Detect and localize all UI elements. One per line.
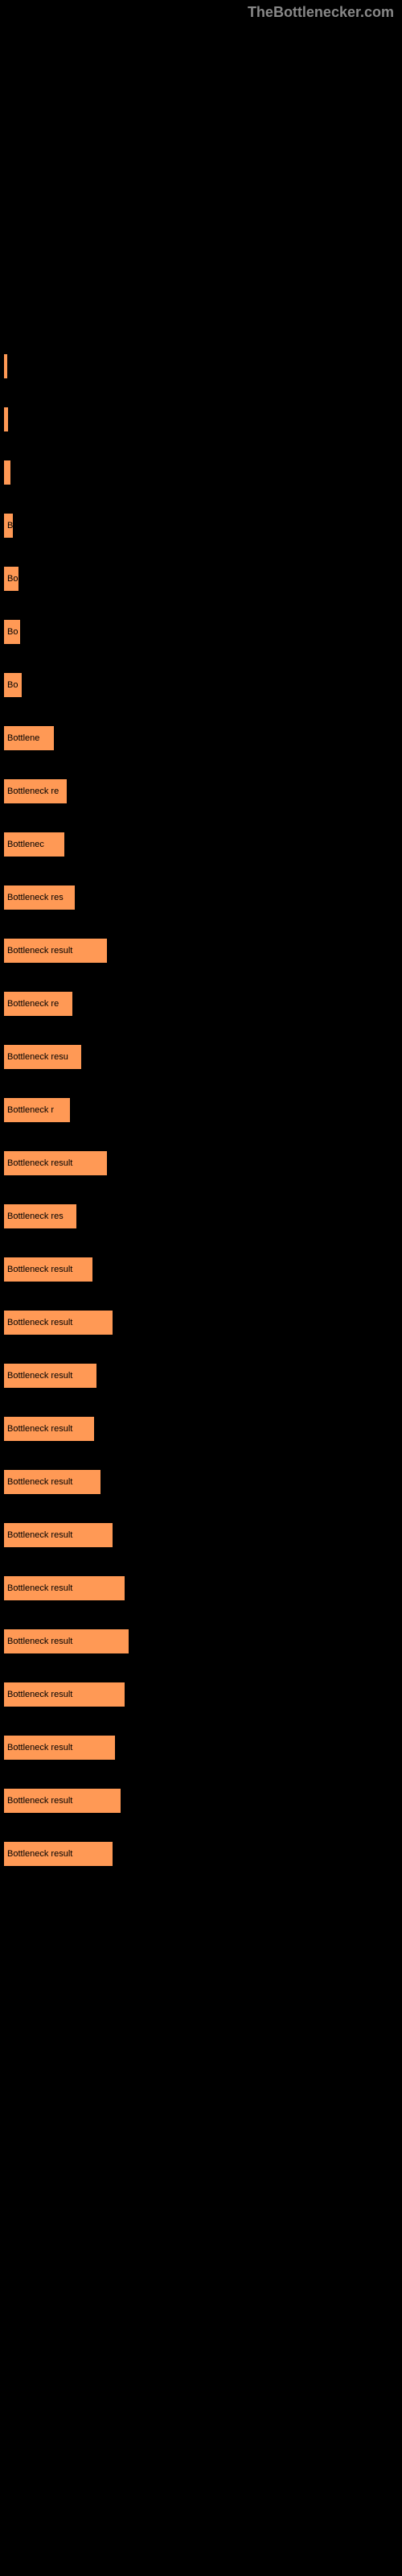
chart-bar: Bo	[4, 620, 20, 644]
chart-bar: Bottleneck result	[4, 1576, 125, 1600]
bar-chart: B Bo Bo Bo Bottlene Bottleneck re Bottlenec Bot…	[0, 0, 402, 1866]
bar-row: Bottleneck res	[4, 886, 402, 910]
bar-row: Bottleneck r	[4, 1098, 402, 1122]
bar-row: Bottleneck result	[4, 1417, 402, 1441]
bar-row: Bottleneck result	[4, 1257, 402, 1282]
bar-label: Bottleneck result	[7, 1158, 72, 1168]
chart-bar: Bottleneck result	[4, 1629, 129, 1653]
bar-row: Bottleneck result	[4, 1736, 402, 1760]
chart-bar	[4, 354, 7, 378]
bar-row: Bottleneck result	[4, 1470, 402, 1494]
chart-bar: Bottleneck res	[4, 1204, 76, 1228]
bar-row: Bo	[4, 567, 402, 591]
bar-row: Bo	[4, 673, 402, 697]
chart-bar: Bottleneck r	[4, 1098, 70, 1122]
chart-bar: B	[4, 514, 13, 538]
bar-row: Bottleneck result	[4, 1842, 402, 1866]
chart-bar: Bottleneck result	[4, 1151, 107, 1175]
bar-label: Bottleneck result	[7, 1743, 72, 1752]
bar-row: Bottleneck re	[4, 779, 402, 803]
bar-label: Bo	[7, 627, 18, 637]
chart-bar: Bottleneck result	[4, 1417, 94, 1441]
chart-bar: Bo	[4, 567, 18, 591]
chart-bar: Bottleneck result	[4, 1257, 92, 1282]
bar-label: Bottleneck result	[7, 1477, 72, 1487]
bar-label: Bottleneck result	[7, 1530, 72, 1540]
chart-bar: Bottleneck resu	[4, 1045, 81, 1069]
bar-row: Bottlene	[4, 726, 402, 750]
chart-bar: Bo	[4, 673, 22, 697]
chart-bar: Bottleneck result	[4, 939, 107, 963]
chart-bar: Bottleneck result	[4, 1523, 113, 1547]
chart-bar: Bottlenec	[4, 832, 64, 857]
bar-label: Bottleneck resu	[7, 1052, 68, 1062]
bar-label: Bottleneck result	[7, 1583, 72, 1593]
bar-label: Bottleneck result	[7, 1318, 72, 1327]
bar-label: Bottleneck res	[7, 1212, 64, 1221]
bar-label: Bottleneck re	[7, 999, 59, 1009]
bar-row: Bottleneck result	[4, 939, 402, 963]
chart-bar: Bottleneck result	[4, 1364, 96, 1388]
bar-row	[4, 407, 402, 431]
bar-row: Bottleneck re	[4, 992, 402, 1016]
bar-label: Bottlenec	[7, 840, 44, 849]
chart-bar: Bottleneck result	[4, 1470, 100, 1494]
bar-label: Bottleneck result	[7, 1424, 72, 1434]
bar-row: Bottleneck result	[4, 1311, 402, 1335]
bar-label: Bottlene	[7, 733, 39, 743]
bar-label: Bottleneck result	[7, 946, 72, 956]
bar-label: Bottleneck r	[7, 1105, 54, 1115]
chart-bar: Bottleneck re	[4, 992, 72, 1016]
chart-bar: Bottleneck res	[4, 886, 75, 910]
chart-bar: Bottlene	[4, 726, 54, 750]
bar-row: Bottleneck result	[4, 1789, 402, 1813]
bar-row	[4, 354, 402, 378]
chart-bar	[4, 460, 10, 485]
watermark-text: TheBottlenecker.com	[248, 4, 394, 21]
bar-label: Bottleneck res	[7, 893, 64, 902]
bar-label: Bo	[7, 680, 18, 690]
bar-label: Bottleneck re	[7, 786, 59, 796]
bar-row: Bottleneck result	[4, 1682, 402, 1707]
bar-label: Bottleneck result	[7, 1690, 72, 1699]
bar-label: B	[7, 521, 13, 530]
bar-label: Bottleneck result	[7, 1265, 72, 1274]
bar-label: Bottleneck result	[7, 1637, 72, 1646]
chart-bar: Bottleneck result	[4, 1682, 125, 1707]
chart-bar: Bottleneck re	[4, 779, 67, 803]
chart-bar: Bottleneck result	[4, 1736, 115, 1760]
bar-row: Bottleneck result	[4, 1523, 402, 1547]
bar-label: Bottleneck result	[7, 1796, 72, 1806]
bar-row: Bottleneck result	[4, 1151, 402, 1175]
chart-bar: Bottleneck result	[4, 1842, 113, 1866]
bar-row: B	[4, 514, 402, 538]
bar-label: Bo	[7, 574, 18, 584]
bar-label: Bottleneck result	[7, 1371, 72, 1381]
chart-bar	[4, 407, 8, 431]
bar-row: Bottlenec	[4, 832, 402, 857]
chart-bar: Bottleneck result	[4, 1789, 121, 1813]
bar-row	[4, 460, 402, 485]
chart-bar: Bottleneck result	[4, 1311, 113, 1335]
bar-label: Bottleneck result	[7, 1849, 72, 1859]
bar-row: Bo	[4, 620, 402, 644]
bar-row: Bottleneck result	[4, 1576, 402, 1600]
bar-row: Bottleneck resu	[4, 1045, 402, 1069]
bar-row: Bottleneck res	[4, 1204, 402, 1228]
bar-row: Bottleneck result	[4, 1364, 402, 1388]
bar-row: Bottleneck result	[4, 1629, 402, 1653]
